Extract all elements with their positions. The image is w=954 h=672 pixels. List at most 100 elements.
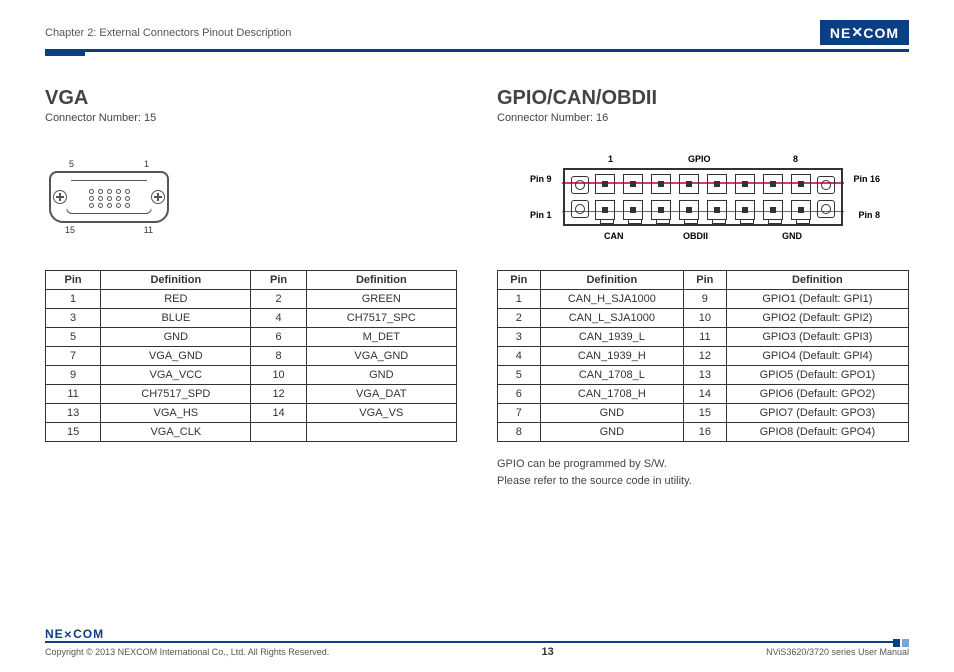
table-cell: 6 (498, 385, 541, 404)
table-row: 2CAN_L_SJA100010GPIO2 (Default: GPI2) (498, 309, 909, 328)
table-cell: CH7517_SPD (101, 385, 251, 404)
table-row: 6CAN_1708_H14GPIO6 (Default: GPO2) (498, 385, 909, 404)
table-header-row: Pin Definition Pin Definition (498, 271, 909, 290)
table-cell: 11 (684, 328, 727, 347)
col-def: Definition (540, 271, 683, 290)
gpio-side-br: Pin 8 (858, 210, 880, 220)
table-cell: 8 (498, 423, 541, 442)
vga-subtitle: Connector Number: 15 (45, 112, 457, 124)
table-cell: GND (306, 366, 456, 385)
table-row: 5CAN_1708_L13GPIO5 (Default: GPO1) (498, 366, 909, 385)
content-columns: VGA Connector Number: 15 5 1 15 11 Pin D… (45, 87, 909, 489)
gpio-diagram: 1 GPIO 8 Pin 9 Pin 16 Pin 1 Pin 8 CAN OB… (497, 142, 909, 252)
table-cell: GPIO5 (Default: GPO1) (726, 366, 908, 385)
vga-pinrow (89, 203, 130, 208)
table-row: 4CAN_1939_H12GPIO4 (Default: GPI4) (498, 347, 909, 366)
hex-screw (571, 176, 589, 194)
table-cell: 5 (498, 366, 541, 385)
table-cell: GPIO8 (Default: GPO4) (726, 423, 908, 442)
table-cell: 7 (46, 347, 101, 366)
table-cell: CAN_1939_H (540, 347, 683, 366)
table-cell: 3 (46, 309, 101, 328)
footer-manual: NViS3620/3720 series User Manual (766, 647, 909, 657)
table-cell: 14 (684, 385, 727, 404)
table-cell: CAN_1939_L (540, 328, 683, 347)
table-cell: VGA_VCC (101, 366, 251, 385)
footer-row: Copyright © 2013 NEXCOM International Co… (45, 646, 909, 658)
table-row: 5GND6M_DET (46, 328, 457, 347)
vga-pin-label-5: 5 (69, 159, 74, 169)
footer-copyright: Copyright © 2013 NEXCOM International Co… (45, 647, 329, 657)
table-cell: 12 (684, 347, 727, 366)
table-cell: 12 (251, 385, 306, 404)
chapter-title: Chapter 2: External Connectors Pinout De… (45, 27, 291, 39)
gpio-side-tl: Pin 9 (530, 174, 552, 184)
gpio-top-label-mid: GPIO (688, 154, 711, 164)
table-cell: 11 (46, 385, 101, 404)
gpio-term-row (595, 174, 811, 194)
table-cell: VGA_VS (306, 404, 456, 423)
footer-page-number: 13 (542, 646, 554, 658)
table-cell: 5 (46, 328, 101, 347)
table-cell: 3 (498, 328, 541, 347)
footer-rule (45, 641, 909, 643)
table-cell: GPIO1 (Default: GPI1) (726, 290, 908, 309)
vga-pinrow (89, 189, 130, 194)
table-cell (306, 423, 456, 442)
table-cell: CAN_1708_H (540, 385, 683, 404)
gpio-subtitle: Connector Number: 16 (497, 112, 909, 124)
table-cell: BLUE (101, 309, 251, 328)
vga-pin-label-15: 15 (65, 225, 75, 235)
gpio-side-bl: Pin 1 (530, 210, 552, 220)
table-row: 11CH7517_SPD12VGA_DAT (46, 385, 457, 404)
table-row: 1RED2GREEN (46, 290, 457, 309)
table-cell: GPIO2 (Default: GPI2) (726, 309, 908, 328)
table-cell: 14 (251, 404, 306, 423)
table-cell: GPIO3 (Default: GPI3) (726, 328, 908, 347)
table-row: 9VGA_VCC10GND (46, 366, 457, 385)
note-line: GPIO can be programmed by S/W. (497, 456, 909, 473)
gpio-table-body: 1CAN_H_SJA10009GPIO1 (Default: GPI1)2CAN… (498, 290, 909, 442)
gpio-top-num-right: 8 (793, 154, 798, 164)
table-cell: 6 (251, 328, 306, 347)
table-cell: 2 (498, 309, 541, 328)
col-pin: Pin (46, 271, 101, 290)
page-footer: NE✕COM Copyright © 2013 NEXCOM Internati… (45, 627, 909, 658)
gpio-section: GPIO/CAN/OBDII Connector Number: 16 1 GP… (497, 87, 909, 489)
table-cell: GND (101, 328, 251, 347)
page-header: Chapter 2: External Connectors Pinout De… (45, 20, 909, 47)
table-row: 7VGA_GND8VGA_GND (46, 347, 457, 366)
col-def: Definition (726, 271, 908, 290)
table-cell: GND (540, 404, 683, 423)
table-cell: CAN_L_SJA1000 (540, 309, 683, 328)
footer-logo: NE✕COM (45, 627, 909, 641)
col-def: Definition (306, 271, 456, 290)
table-cell: 10 (684, 309, 727, 328)
col-pin: Pin (684, 271, 727, 290)
vga-title: VGA (45, 87, 457, 110)
table-cell: 1 (498, 290, 541, 309)
table-cell: VGA_HS (101, 404, 251, 423)
table-cell: VGA_CLK (101, 423, 251, 442)
gpio-term-row (595, 200, 811, 220)
gpio-wrap: 1 GPIO 8 Pin 9 Pin 16 Pin 1 Pin 8 CAN OB… (548, 168, 858, 226)
table-cell: GPIO4 (Default: GPI4) (726, 347, 908, 366)
table-cell: M_DET (306, 328, 456, 347)
table-row: 15VGA_CLK (46, 423, 457, 442)
col-pin: Pin (498, 271, 541, 290)
table-cell: 8 (251, 347, 306, 366)
table-cell: VGA_DAT (306, 385, 456, 404)
gpio-top-num-left: 1 (608, 154, 613, 164)
brand-logo: NE✕COM (820, 20, 909, 45)
vga-shell: 5 1 15 11 (49, 171, 169, 223)
table-cell: RED (101, 290, 251, 309)
col-pin: Pin (251, 271, 306, 290)
table-cell: CAN_H_SJA1000 (540, 290, 683, 309)
table-cell: CAN_1708_L (540, 366, 683, 385)
table-cell: 9 (46, 366, 101, 385)
gpio-title: GPIO/CAN/OBDII (497, 87, 909, 110)
table-row: 8GND16GPIO8 (Default: GPO4) (498, 423, 909, 442)
table-cell: 2 (251, 290, 306, 309)
hex-screw (571, 200, 589, 218)
col-def: Definition (101, 271, 251, 290)
